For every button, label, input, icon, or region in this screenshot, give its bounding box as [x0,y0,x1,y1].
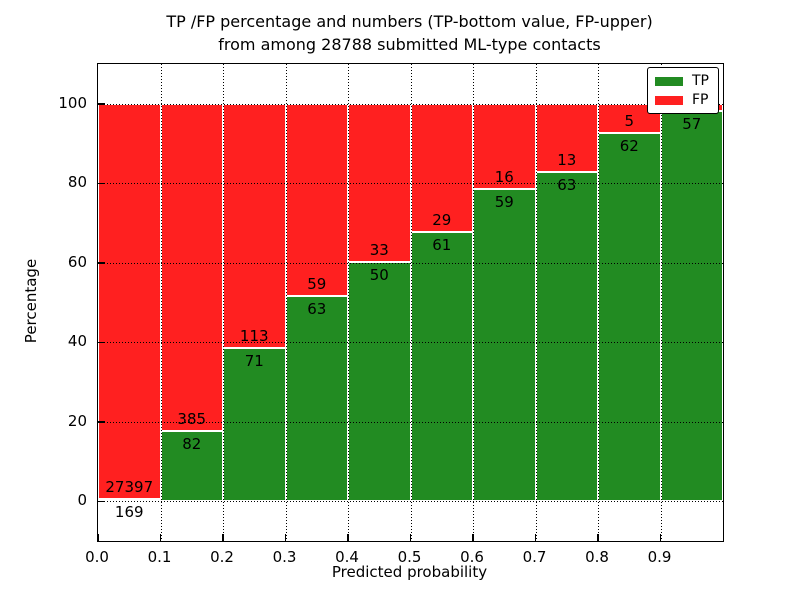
tp-bar-segment [160,431,223,502]
legend-label-fp: FP [692,92,709,108]
y-tick [98,103,105,105]
y-tick-label: 80 [67,173,87,192]
tp-count-label: 50 [369,265,389,284]
y-tick-label: 40 [67,332,87,351]
gridline-vertical [160,64,162,541]
x-tick [472,534,474,541]
gridline-vertical [660,64,662,541]
chart-title: TP /FP percentage and numbers (TP-bottom… [97,10,722,56]
x-tick [222,534,224,541]
tp-count-label: 59 [494,192,514,211]
fp-count-label: 5 [624,112,635,131]
fp-count-label: 16 [494,167,514,186]
x-tick-label: 0.8 [585,548,609,566]
y-tick-label: 100 [58,93,87,112]
tp-count-label: 82 [182,435,202,454]
fp-count-label: 13 [557,150,577,169]
tp-count-label: 61 [432,235,452,254]
fp-count-label: 27397 [105,477,154,496]
x-tick-label: 0.5 [397,548,422,566]
fp-bar-segment [98,103,161,499]
tp-count-label: 62 [619,137,639,156]
y-tick [98,500,105,502]
legend-item-fp: FP [655,93,709,107]
fp-count-label: 29 [432,210,452,229]
gridline-vertical [348,64,349,541]
legend-item-tp: TP [655,74,709,88]
tp-bar-segment [285,295,348,502]
x-tick-label: 0.2 [210,548,234,566]
tp-bar-segment [598,133,661,502]
tp-bar-segment [473,188,536,502]
x-tick-label: 0.7 [522,548,547,566]
x-tick [409,534,412,541]
gridline-vertical [598,64,599,541]
y-tick-label: 60 [67,252,87,271]
gridline-vertical [535,64,537,541]
y-tick [98,182,105,184]
x-tick-label: 0.4 [335,548,359,566]
tp-bar-segment [660,110,723,502]
y-tick-label: 20 [67,411,87,430]
x-tick-label: 0.1 [147,548,172,566]
legend-swatch-fp [655,95,683,105]
y-tick [98,421,105,423]
x-tick [97,534,99,541]
x-tick [534,534,537,541]
fp-bar-segment [285,103,348,296]
fp-count-label: 33 [369,240,389,259]
tp-count-label: 71 [244,351,264,370]
tp-bar-segment [348,261,411,502]
tp-count-label: 63 [557,175,577,194]
y-tick-label: 0 [77,491,87,510]
fp-count-label: 113 [239,326,269,345]
tp-count-label: 57 [682,114,702,133]
chart-title-line2: from among 28788 submitted ML-type conta… [218,35,601,54]
gridline-vertical [285,64,287,541]
y-axis-label: Percentage [22,258,40,344]
y-tick [98,341,105,343]
tp-bar-segment [98,498,161,502]
x-axis-label: Predicted probability [331,563,488,581]
tp-bar-segment [410,231,473,502]
tp-bar-segment [223,347,286,502]
x-tick [284,534,287,541]
x-tick [159,534,162,541]
x-tick-label: 0.9 [647,548,672,566]
fp-bar-segment [473,103,536,189]
plot-area: 27397 169 385 82 113 71 59 63 33 50 29 61 16 59 13 63 5 6… [97,63,724,542]
gridline-vertical [223,64,224,541]
legend-label-tp: TP [692,73,709,89]
x-tick-label: 0.3 [272,548,297,566]
tp-count-label: 63 [307,299,327,318]
gridline-vertical [473,64,474,541]
tp-count-label: 169 [114,502,144,521]
legend: TP FP [647,67,719,114]
chart-title-line1: TP /FP percentage and numbers (TP-bottom… [166,12,653,31]
fp-count-label: 385 [177,410,207,429]
legend-swatch-tp [655,76,683,86]
x-tick-label: 0.0 [85,548,109,566]
tp-bar-segment [535,171,598,502]
x-tick [597,534,599,541]
fp-count-label: 59 [307,274,327,293]
x-tick [347,534,349,541]
fp-bar-segment [223,103,286,348]
x-tick [659,534,662,541]
x-tick-label: 0.6 [460,548,484,566]
y-tick [98,262,105,264]
gridline-vertical [410,64,412,541]
fp-bar-segment [160,103,223,432]
